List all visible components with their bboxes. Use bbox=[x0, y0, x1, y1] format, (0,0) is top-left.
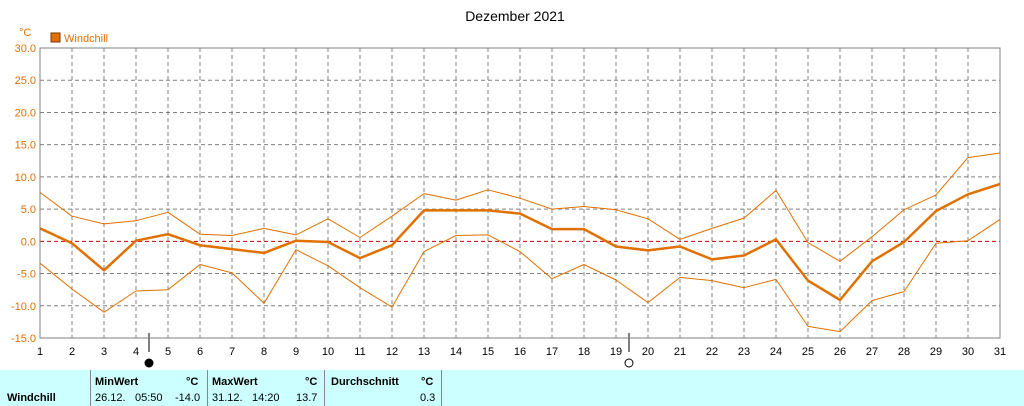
y-tick-label: 5.0 bbox=[21, 204, 36, 216]
legend-label: Windchill bbox=[64, 33, 108, 45]
series-lines bbox=[39, 152, 1001, 333]
max-header: MaxWert bbox=[212, 376, 258, 388]
x-tick-label: 15 bbox=[482, 346, 494, 358]
max-unit: °C bbox=[305, 376, 318, 388]
max-time: 14:20 bbox=[252, 392, 280, 404]
grid-lines bbox=[40, 48, 1000, 338]
x-tick-label: 20 bbox=[642, 346, 654, 358]
x-tick-label: 13 bbox=[418, 346, 430, 358]
x-tick-label: 30 bbox=[962, 346, 974, 358]
x-tick-label: 11 bbox=[354, 346, 365, 358]
y-tick-label: 0.0 bbox=[21, 236, 36, 248]
max-value: 13.7 bbox=[296, 392, 318, 404]
x-tick-label: 9 bbox=[293, 346, 299, 358]
x-tick-label: 24 bbox=[770, 346, 782, 358]
min-unit: °C bbox=[186, 376, 199, 388]
y-tick-label: 10.0 bbox=[15, 172, 36, 184]
windchill-chart: Dezember 2021 °C Windchill 30.025.020.01… bbox=[11, 8, 1006, 368]
full-moon-icon bbox=[624, 358, 634, 368]
x-tick-label: 12 bbox=[386, 346, 398, 358]
min-header: MinWert bbox=[95, 376, 139, 388]
min-date: 26.12. bbox=[95, 392, 126, 404]
x-tick-label: 21 bbox=[674, 346, 686, 358]
min-value: -14.0 bbox=[175, 392, 201, 404]
x-tick-label: 26 bbox=[834, 346, 846, 358]
x-tick-label: 28 bbox=[898, 346, 910, 358]
min-time: 05:50 bbox=[135, 392, 163, 404]
max-date: 31.12. bbox=[212, 392, 243, 404]
legend-swatch bbox=[50, 32, 61, 43]
x-tick-label: 29 bbox=[930, 346, 942, 358]
y-tick-label: 25.0 bbox=[15, 75, 36, 87]
x-tick-label: 23 bbox=[738, 346, 750, 358]
x-tick-label: 3 bbox=[101, 346, 107, 358]
x-tick-label: 22 bbox=[706, 346, 718, 358]
x-tick-label: 8 bbox=[261, 346, 267, 358]
moon-markers bbox=[144, 333, 634, 368]
series-line-avg bbox=[39, 182, 1001, 302]
x-tick-label: 4 bbox=[133, 346, 139, 358]
x-tick-label: 7 bbox=[229, 346, 235, 358]
x-tick-label: 2 bbox=[69, 346, 75, 358]
x-tick-label: 19 bbox=[610, 346, 622, 358]
summary-footer: Windchill MinWert °C 26.12. 05:50 -14.0 … bbox=[0, 370, 1024, 406]
series-line-min bbox=[39, 218, 1001, 333]
plot-frame bbox=[39, 47, 1001, 339]
footer-avg-cell: Durchschnitt °C 0.3 bbox=[324, 370, 442, 406]
x-axis-ticks: 1 2 3 4 5 6 7 8 9 10 11 12 13 14 15 16 17 18 19 20 21 22 23 24 2… bbox=[37, 346, 1006, 358]
x-tick-label: 5 bbox=[165, 346, 171, 358]
x-tick-label: 16 bbox=[514, 346, 526, 358]
x-tick-label: 25 bbox=[802, 346, 814, 358]
x-tick-label: 6 bbox=[197, 346, 203, 358]
chart-title: Dezember 2021 bbox=[465, 8, 565, 24]
avg-unit: °C bbox=[421, 376, 434, 388]
y-axis-ticks: 30.0 25.0 20.0 15.0 10.0 5.0 0.0 -5.0 -10.0 -15.0 bbox=[11, 43, 36, 345]
footer-min-cell: MinWert °C 26.12. 05:50 -14.0 bbox=[90, 370, 207, 406]
x-tick-label: 14 bbox=[450, 346, 462, 358]
avg-header: Durchschnitt bbox=[331, 376, 399, 388]
y-tick-label: 15.0 bbox=[15, 140, 36, 152]
x-tick-label: 10 bbox=[322, 346, 334, 358]
y-tick-label: -15.0 bbox=[11, 333, 36, 345]
footer-max-cell: MaxWert °C 31.12. 14:20 13.7 bbox=[207, 370, 324, 406]
new-moon-icon bbox=[144, 358, 154, 368]
avg-value: 0.3 bbox=[420, 392, 436, 404]
y-axis-unit: °C bbox=[19, 27, 31, 39]
y-tick-label: 20.0 bbox=[15, 107, 36, 119]
x-tick-label: 1 bbox=[37, 346, 43, 358]
footer-label-cell: Windchill bbox=[0, 370, 90, 406]
x-tick-label: 27 bbox=[866, 346, 878, 358]
y-tick-label: -5.0 bbox=[17, 269, 36, 281]
footer-series-label: Windchill bbox=[7, 392, 56, 404]
series-line-max bbox=[39, 152, 1001, 262]
x-tick-label: 17 bbox=[546, 346, 558, 358]
y-tick-label: 30.0 bbox=[15, 43, 36, 55]
x-tick-label: 18 bbox=[578, 346, 590, 358]
y-tick-label: -10.0 bbox=[11, 301, 36, 313]
x-tick-label: 31 bbox=[994, 346, 1006, 358]
